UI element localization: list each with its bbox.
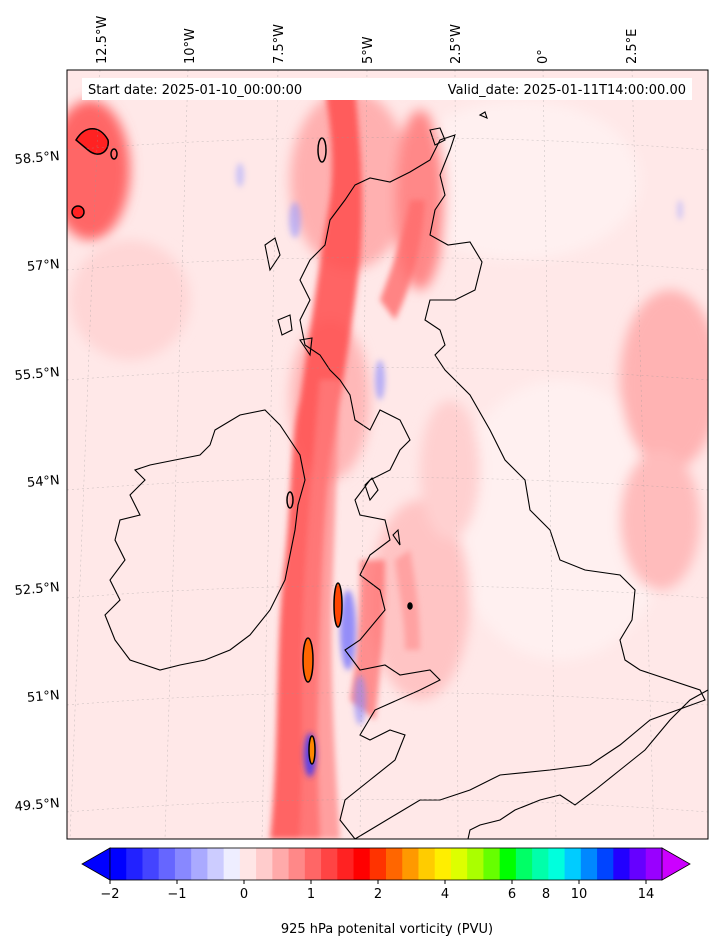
isle-of-man-coast [364, 477, 379, 502]
lat-label: 49.5°N [14, 796, 60, 815]
colorbar-swatch [532, 848, 549, 880]
great-britain-coast [299, 134, 706, 839]
colorbar-swatch [126, 848, 143, 880]
colorbar-swatch [418, 848, 436, 880]
lon-label: 0° [536, 49, 551, 64]
colorbar-swatch [353, 848, 371, 880]
colorbar-swatch [207, 848, 225, 880]
colorbar-tick-label: 4 [441, 887, 449, 902]
colorbar-swatch [110, 848, 127, 880]
colorbar-swatch [434, 848, 452, 880]
lat-label: 58.5°N [14, 149, 60, 168]
graticule [67, 70, 708, 839]
colorbar-tick-label: 8 [542, 887, 550, 902]
france-coast [467, 689, 708, 839]
colorbar-extend-high [661, 847, 691, 881]
lon-label: 12.5°W [95, 16, 110, 64]
colorbar-swatch [191, 848, 208, 880]
colorbar-swatch [564, 848, 582, 880]
colorbar-tick-label: 1 [307, 887, 315, 902]
colorbar-swatch [337, 848, 355, 880]
colorbar-swatch [288, 848, 306, 880]
lat-label: 51°N [26, 688, 60, 706]
colorbar-swatch [142, 848, 160, 880]
coastlines [104, 111, 708, 839]
colorbar-swatch [499, 848, 517, 880]
colorbar-swatch [174, 848, 192, 880]
colorbar-swatch [386, 848, 403, 880]
colorbar-tick-label: 14 [638, 887, 655, 902]
colorbar-swatch [223, 848, 241, 880]
colorbar-swatch [450, 848, 468, 880]
map-frame [66, 69, 709, 840]
colorbar [81, 847, 691, 884]
colorbar-frame [109, 847, 663, 881]
colorbar-tick-label: 10 [571, 887, 588, 902]
lon-label: 2.5°E [625, 29, 640, 64]
lat-label: 52.5°N [14, 580, 60, 599]
colorbar-swatch [613, 848, 631, 880]
latitude-labels: 58.5°N 57°N 55.5°N 54°N 52.5°N 51°N 49.5… [14, 149, 60, 815]
colorbar-swatch [629, 848, 647, 880]
colorbar-tick-label: 2 [374, 887, 382, 902]
lon-label: 5°W [361, 36, 376, 64]
lon-label: 7.5°W [272, 24, 287, 64]
colorbar-swatch [645, 848, 663, 880]
colorbar-swatch [321, 848, 338, 880]
colorbar-swatch [402, 848, 419, 880]
lat-label: 54°N [26, 473, 60, 491]
colorbar-swatch [467, 848, 484, 880]
colorbar-tick-label: −1 [167, 887, 186, 902]
colorbar-tick-label: 6 [508, 887, 516, 902]
start-date-label: Start date: 2025-01-10_00:00:00 [88, 83, 302, 98]
pv-contours [71, 128, 413, 765]
colorbar-swatch [369, 848, 387, 880]
colorbar-swatch [515, 848, 533, 880]
colorbar-swatch [239, 848, 257, 880]
longitude-labels: 12.5°W 10°W 7.5°W 5°W 2.5°W 0° 2.5°E [95, 16, 640, 64]
lon-label: 10°W [183, 28, 198, 64]
colorbar-extend-low [81, 847, 111, 881]
map-panel: Start date: 2025-01-10_00:00:00 Valid_da… [67, 70, 708, 839]
colorbar-swatch [158, 848, 176, 880]
colorbar-swatch [256, 848, 273, 880]
colorbar-swatch [483, 848, 501, 880]
colorbar-ticks: −2 −1 0 1 2 4 6 8 10 14 [100, 887, 654, 902]
colorbar-swatch [580, 848, 598, 880]
lon-label: 2.5°W [449, 24, 464, 64]
valid-date-label: Valid_date: 2025-01-11T14:00:00.00 [448, 83, 686, 98]
header-box [82, 78, 692, 100]
colorbar-swatch [548, 848, 566, 880]
lat-label: 57°N [26, 257, 60, 275]
ireland-coast [104, 409, 306, 671]
colorbar-swatch [272, 848, 290, 880]
colorbar-tick-label: 0 [240, 887, 248, 902]
colorbar-tick-label: −2 [100, 887, 119, 902]
pv-negative [236, 163, 683, 777]
colorbar-swatch [304, 848, 322, 880]
colorbar-title: 925 hPa potenital vorticity (PVU) [281, 922, 493, 937]
lat-label: 55.5°N [14, 365, 60, 384]
colorbar-swatch [597, 848, 614, 880]
